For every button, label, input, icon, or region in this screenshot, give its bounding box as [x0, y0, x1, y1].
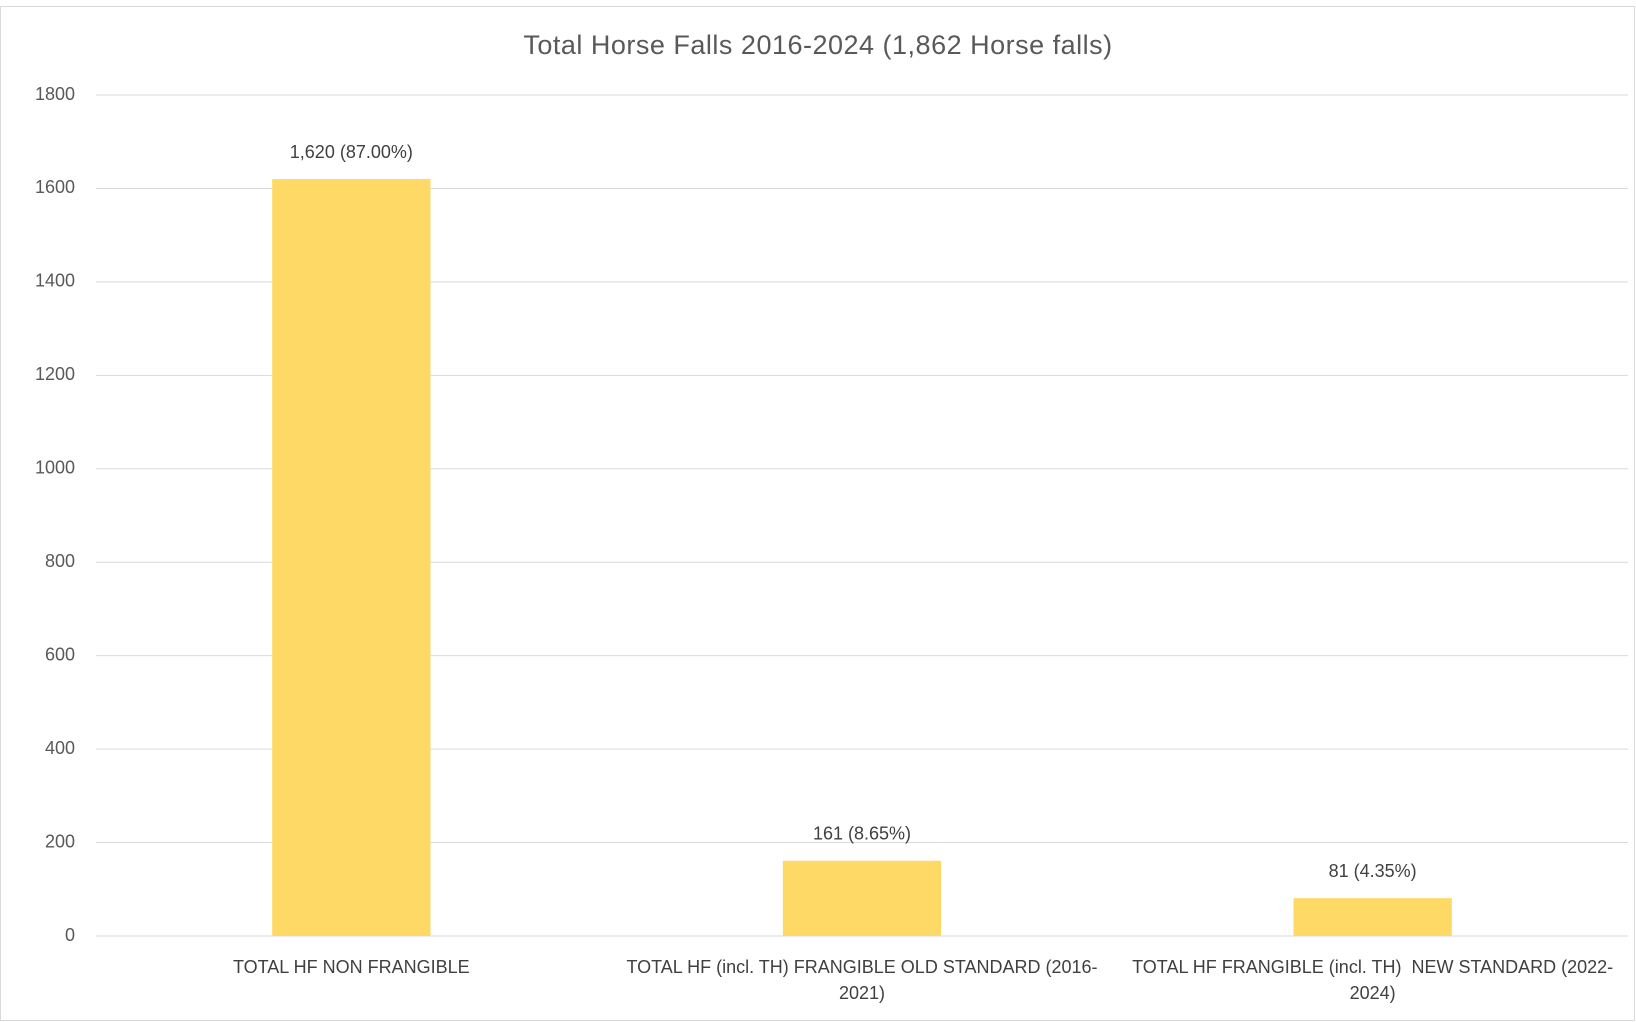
data-label: 1,620 (87.00%) — [290, 142, 413, 162]
x-tick-label: TOTAL HF NON FRANGIBLE — [232, 957, 470, 977]
data-label: 161 (8.65%) — [813, 824, 911, 844]
data-label: 81 (4.35%) — [1329, 861, 1417, 881]
bar — [1293, 898, 1452, 936]
x-tick-label: TOTAL HF FRANGIBLE (incl. TH) NEW STANDA… — [1132, 957, 1614, 1003]
y-tick-label: 200 — [45, 831, 75, 851]
x-tick-label: TOTAL HF (incl. TH) FRANGIBLE OLD STANDA… — [626, 957, 1098, 1003]
y-tick-label: 800 — [45, 551, 75, 571]
y-tick-label: 1600 — [35, 177, 75, 197]
y-tick-label: 1000 — [35, 458, 75, 478]
bar — [782, 860, 942, 936]
y-tick-label: 1800 — [35, 84, 75, 104]
y-tick-label: 1200 — [35, 364, 75, 384]
y-tick-label: 0 — [65, 925, 75, 945]
y-tick-label: 600 — [45, 644, 75, 664]
chart-title: Total Horse Falls 2016-2024 (1,862 Horse… — [523, 30, 1112, 60]
y-tick-label: 400 — [45, 738, 75, 758]
bar — [272, 179, 431, 937]
y-tick-label: 1400 — [35, 271, 75, 291]
